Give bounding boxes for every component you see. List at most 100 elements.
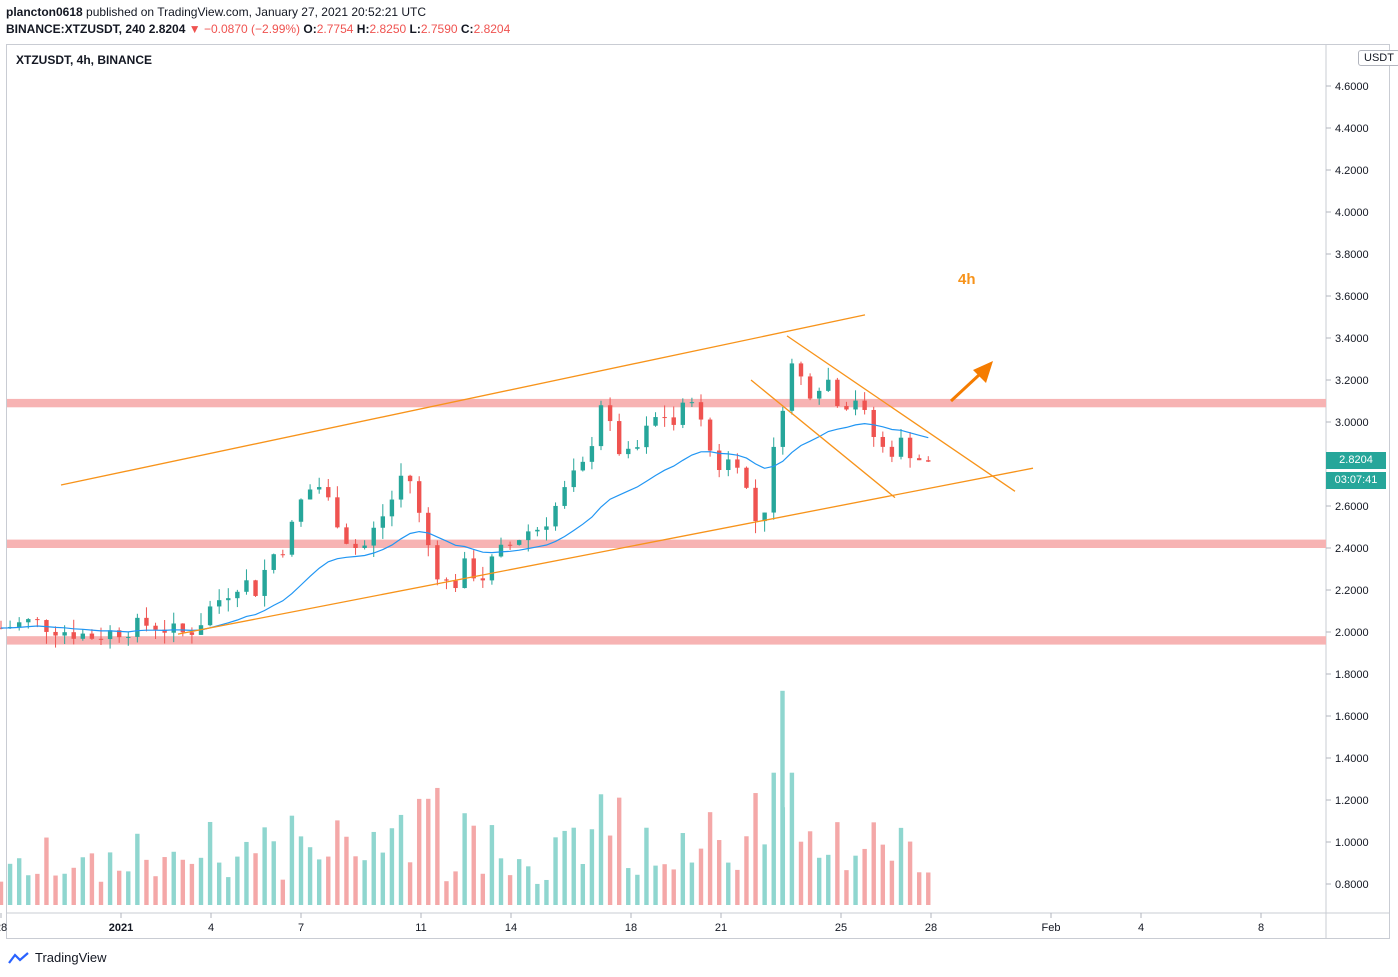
volume-bar	[71, 867, 76, 905]
candle-body	[435, 545, 440, 580]
volume-bar	[0, 881, 4, 905]
candle-body	[35, 619, 40, 621]
tradingview-logo[interactable]: TradingView	[8, 950, 107, 965]
currency-selector[interactable]: USDT	[1358, 50, 1398, 66]
volume-bar	[926, 872, 931, 905]
publish-line: plancton0618 published on TradingView.co…	[6, 5, 426, 19]
candle-body	[444, 579, 449, 581]
volume-bar	[726, 862, 731, 905]
high-label: H:	[356, 22, 370, 36]
volume-bar	[707, 812, 713, 905]
volume-bar	[871, 822, 876, 905]
candle-body	[398, 475, 404, 500]
x-tick-label: 4	[1138, 922, 1144, 934]
candle-body	[462, 558, 467, 589]
candle-body	[71, 632, 76, 639]
volume-bar	[353, 856, 358, 905]
y-tick-label: 1.4000	[1335, 753, 1369, 765]
candle-body	[635, 447, 640, 449]
volume-bar	[798, 841, 804, 905]
y-tick-label: 1.8000	[1335, 669, 1369, 681]
volume-bar	[316, 859, 322, 905]
candle-body	[871, 409, 876, 437]
volume-bar	[816, 857, 822, 905]
candle-body	[889, 446, 895, 457]
y-tick-label: 3.8000	[1335, 249, 1369, 261]
volume-bar	[416, 798, 422, 905]
volume-bar	[826, 854, 831, 905]
change-value: −0.0870 (−2.99%)	[203, 22, 301, 36]
volume-bar	[807, 831, 813, 905]
candle-body	[726, 459, 731, 471]
volume-bar	[326, 856, 331, 905]
volume-bar	[44, 837, 49, 905]
volume-bar	[698, 848, 704, 905]
volume-bar	[507, 875, 513, 905]
volume-bar	[744, 836, 749, 905]
low-label: L:	[409, 22, 421, 36]
y-tick-label: 4.4000	[1335, 123, 1369, 135]
candle-body	[562, 487, 567, 506]
candle-body	[180, 623, 186, 633]
volume-bar	[26, 875, 31, 905]
volume-bar	[162, 857, 167, 905]
candle-body	[680, 402, 686, 425]
y-tick-label: 4.2000	[1335, 165, 1369, 177]
volume-bar	[716, 840, 722, 905]
candle-body	[362, 545, 367, 548]
volume-bar	[771, 772, 776, 905]
chart-legend: XTZUSDT, 4h, BINANCE	[16, 53, 153, 67]
candle-body	[853, 400, 858, 410]
y-tick-label: 4.6000	[1335, 81, 1369, 93]
candle-body	[380, 516, 386, 528]
open-value: 2.7754	[316, 22, 354, 36]
x-tick-label: 8	[1258, 922, 1264, 934]
volume-bar	[453, 871, 458, 905]
candle-body	[471, 558, 476, 579]
candle-body	[16, 622, 22, 627]
volume-bar	[35, 873, 40, 905]
last-price: 2.8204	[148, 22, 186, 36]
volume-bar	[235, 856, 240, 905]
candle-body	[553, 505, 558, 527]
candle-body	[244, 580, 249, 592]
candle-body	[535, 529, 540, 532]
volume-bar	[835, 822, 840, 905]
volume-bar	[562, 830, 567, 905]
support-resistance-zone	[7, 539, 1326, 548]
volume-bar	[116, 870, 122, 905]
candle-body	[144, 617, 149, 626]
volume-bar	[526, 866, 531, 905]
close-label: C:	[460, 22, 474, 36]
moving-average-line	[0, 422, 929, 633]
candle-body	[616, 421, 622, 455]
x-tick-label: Feb	[1042, 922, 1061, 934]
candle-body	[916, 458, 922, 461]
candle-body	[607, 405, 613, 422]
volume-bar	[126, 871, 131, 905]
candle-body	[235, 591, 240, 599]
volume-bar	[607, 835, 613, 905]
candle-body	[780, 410, 786, 447]
candle-body	[907, 437, 913, 459]
volume-bar	[398, 814, 404, 905]
candle-body	[862, 400, 867, 410]
candle-body	[98, 638, 104, 640]
volume-bar	[653, 865, 658, 905]
volume-bar	[407, 862, 413, 905]
candle-body	[671, 417, 676, 425]
volume-bar	[135, 833, 140, 905]
candle-body	[407, 475, 413, 482]
y-tick-label: 0.8000	[1335, 879, 1369, 891]
candle-body	[216, 600, 222, 607]
author-name[interactable]: plancton0618	[6, 5, 83, 19]
candle-body	[898, 437, 904, 457]
down-arrow-icon: ▼	[188, 22, 201, 36]
volume-bar	[198, 857, 204, 905]
x-tick-label: 4	[208, 922, 214, 934]
volume-bar	[7, 863, 13, 905]
candle-body	[689, 402, 695, 404]
candle-body	[89, 633, 95, 639]
volume-bar	[589, 829, 595, 905]
